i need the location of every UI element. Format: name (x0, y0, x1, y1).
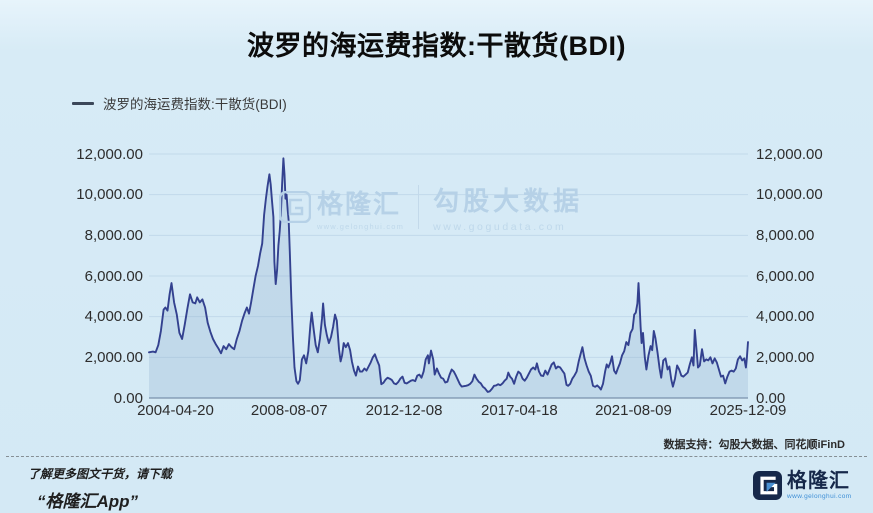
x-axis-label: 2025-12-09 (709, 402, 787, 419)
y-axis-label-left: 6,000.00 (84, 267, 143, 285)
gelonghui-logo[interactable]: 格隆汇 www.gelonghui.com (753, 471, 852, 501)
y-axis-label-left: 4,000.00 (84, 308, 143, 326)
legend[interactable]: 波罗的海运费指数:干散货(BDI) (72, 93, 287, 113)
gelonghui-logo-url: www.gelonghui.com (787, 493, 852, 500)
y-axis-label-right: 2,000.00 (756, 348, 815, 366)
promo-block: 了解更多图文干货，请下载 “格隆汇App” (28, 465, 172, 512)
gelonghui-logo-icon (753, 471, 782, 500)
y-axis-label-left: 10,000.00 (76, 186, 143, 204)
x-axis-label: 2012-12-08 (365, 402, 443, 419)
y-axis-label-left: 0.00 (113, 389, 143, 407)
x-axis-label: 2017-04-18 (481, 402, 558, 419)
y-axis-label-right: 6,000.00 (756, 267, 815, 285)
y-axis-label-right: 4,000.00 (756, 308, 815, 326)
chart-title: 波罗的海运费指数:干散货(BDI) (247, 31, 626, 61)
gelonghui-logo-text: 格隆汇 (787, 470, 850, 492)
promo-text: 了解更多图文干货，请下载 (28, 467, 173, 481)
promo-app-name: “格隆汇App” (37, 492, 139, 511)
y-axis-label-left: 2,000.00 (84, 348, 143, 366)
legend-label: 波罗的海运费指数:干散货(BDI) (103, 97, 287, 112)
x-axis-label: 2021-08-09 (595, 402, 672, 419)
y-axis-label-right: 8,000.00 (756, 226, 815, 244)
data-support-note: 数据支持：勾股大数据、同花顺iFinD (663, 439, 846, 451)
legend-line-marker-icon (72, 101, 94, 105)
x-axis-label: 2008-08-07 (250, 402, 328, 419)
x-axis-label: 2004-04-20 (137, 402, 214, 419)
y-axis-label-left: 8,000.00 (84, 226, 143, 244)
y-axis-label-right: 10,000.00 (756, 186, 823, 204)
y-axis-label-right: 0.00 (756, 389, 786, 407)
footer-divider (6, 456, 867, 457)
y-axis-label-left: 12,000.00 (76, 145, 143, 163)
y-axis-label-right: 12,000.00 (756, 145, 823, 163)
